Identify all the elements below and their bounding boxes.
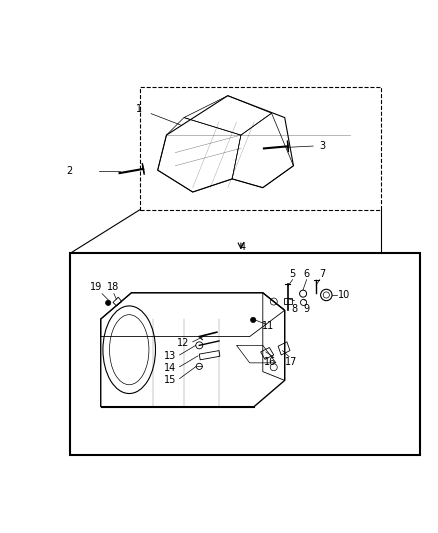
Text: 5: 5 <box>289 269 295 279</box>
Text: 7: 7 <box>319 269 325 279</box>
Bar <box>70 253 420 455</box>
Circle shape <box>251 317 256 322</box>
Text: 3: 3 <box>319 141 325 151</box>
Text: 14: 14 <box>164 363 176 373</box>
Text: 11: 11 <box>262 321 275 330</box>
Text: 8: 8 <box>291 304 297 314</box>
Bar <box>140 87 381 209</box>
Text: 1: 1 <box>136 104 142 114</box>
Text: 9: 9 <box>304 304 310 314</box>
Text: 2: 2 <box>66 166 72 176</box>
Circle shape <box>106 300 111 305</box>
Text: 6: 6 <box>304 269 310 279</box>
Bar <box>284 298 292 304</box>
Text: 15: 15 <box>164 375 176 385</box>
Text: 16: 16 <box>264 357 276 367</box>
Text: 4: 4 <box>240 242 246 252</box>
Text: 12: 12 <box>177 338 189 348</box>
Text: 18: 18 <box>107 282 120 292</box>
Text: 17: 17 <box>285 357 297 367</box>
Text: 13: 13 <box>164 351 176 361</box>
Text: 10: 10 <box>338 290 350 300</box>
Text: 19: 19 <box>90 282 102 292</box>
